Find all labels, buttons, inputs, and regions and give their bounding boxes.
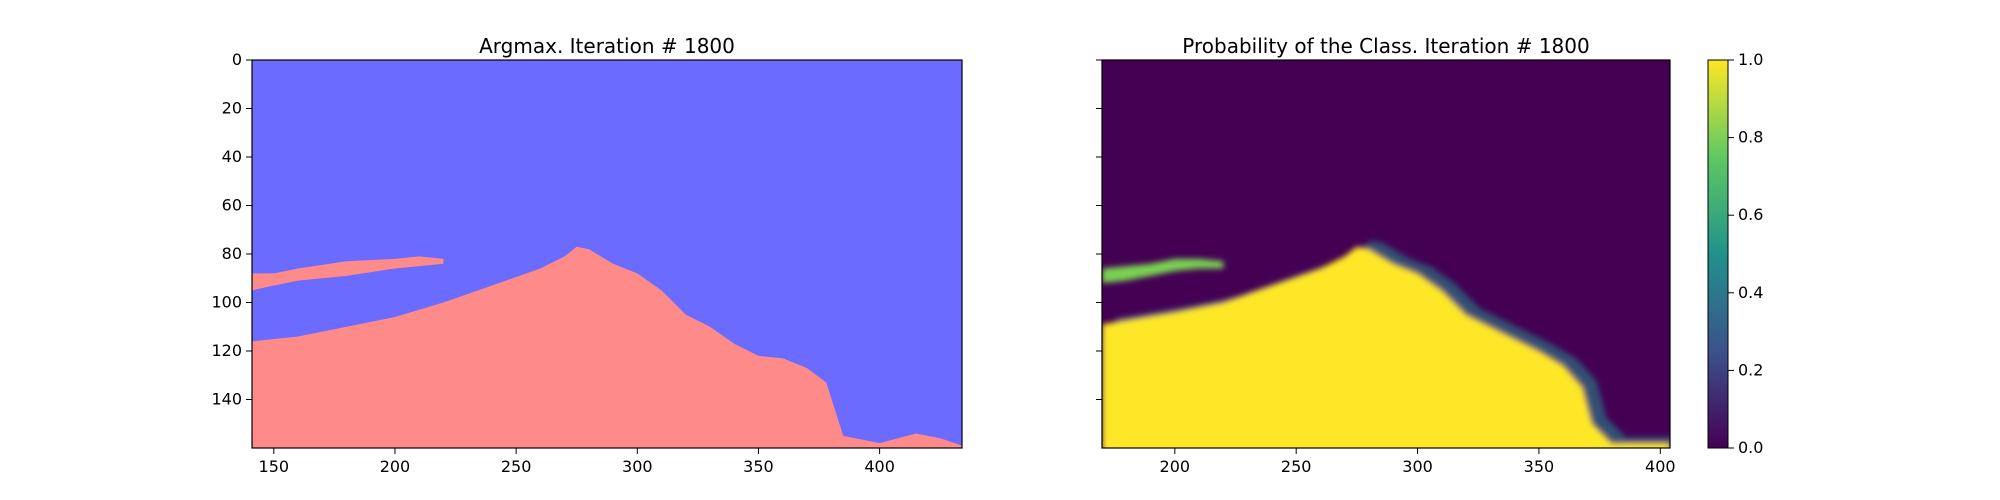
argmax-x-tick-label: 300: [622, 457, 653, 476]
argmax-x-tick-label: 350: [743, 457, 774, 476]
probability-x-axis: 200 250 300 350 400: [1160, 448, 1676, 476]
prob-x-tick-label: 350: [1524, 457, 1555, 476]
argmax-x-tick-label: 150: [259, 457, 290, 476]
argmax-x-tick-label: 200: [380, 457, 411, 476]
argmax-y-tick-label: 120: [211, 341, 242, 360]
prob-x-tick-label: 250: [1281, 457, 1312, 476]
argmax-y-tick-label: 0: [232, 50, 242, 69]
prob-x-tick-label: 300: [1402, 457, 1433, 476]
colorbar-ticks: 0.0 0.2 0.4 0.6 0.8 1.0: [1728, 50, 1763, 457]
colorbar-gradient: [1707, 59, 1729, 449]
colorbar-tick-label: 0.4: [1738, 283, 1763, 302]
argmax-stripe-region: [252, 256, 444, 291]
argmax-panel: Argmax. Iteration # 1800 150 200 250 300 350…: [211, 34, 963, 476]
colorbar-tick-label: 0.0: [1738, 438, 1763, 457]
argmax-y-tick-label: 140: [211, 390, 242, 409]
argmax-y-tick-label: 20: [222, 99, 242, 118]
argmax-x-axis: 150 200 250 300 350 400: [259, 448, 895, 476]
prob-x-tick-label: 200: [1160, 457, 1191, 476]
colorbar: 0.0 0.2 0.4 0.6 0.8 1.0: [1707, 50, 1763, 457]
probability-title: Probability of the Class. Iteration # 18…: [1182, 34, 1589, 58]
probability-y-axis: [1096, 59, 1102, 400]
probability-high-region: [1102, 246, 1670, 448]
argmax-y-tick-label: 60: [222, 196, 242, 215]
colorbar-tick-label: 0.6: [1738, 205, 1763, 224]
argmax-y-axis: 0 20 40 60 80 100 120 140: [211, 50, 252, 409]
argmax-y-tick-label: 100: [211, 293, 242, 312]
argmax-foreground-region: [252, 246, 962, 448]
argmax-y-tick-label: 80: [222, 244, 242, 263]
argmax-y-tick-label: 40: [222, 147, 242, 166]
colorbar-tick-label: 0.2: [1738, 360, 1763, 379]
prob-x-tick-label: 400: [1645, 457, 1676, 476]
argmax-x-tick-label: 250: [501, 457, 532, 476]
probability-stripe-region: [1102, 258, 1224, 284]
probability-panel: Probability of the Class. Iteration # 18…: [1096, 34, 1676, 476]
argmax-x-tick-label: 400: [864, 457, 895, 476]
colorbar-tick-label: 1.0: [1738, 50, 1763, 69]
colorbar-tick-label: 0.8: [1738, 128, 1763, 147]
argmax-title: Argmax. Iteration # 1800: [479, 34, 735, 58]
